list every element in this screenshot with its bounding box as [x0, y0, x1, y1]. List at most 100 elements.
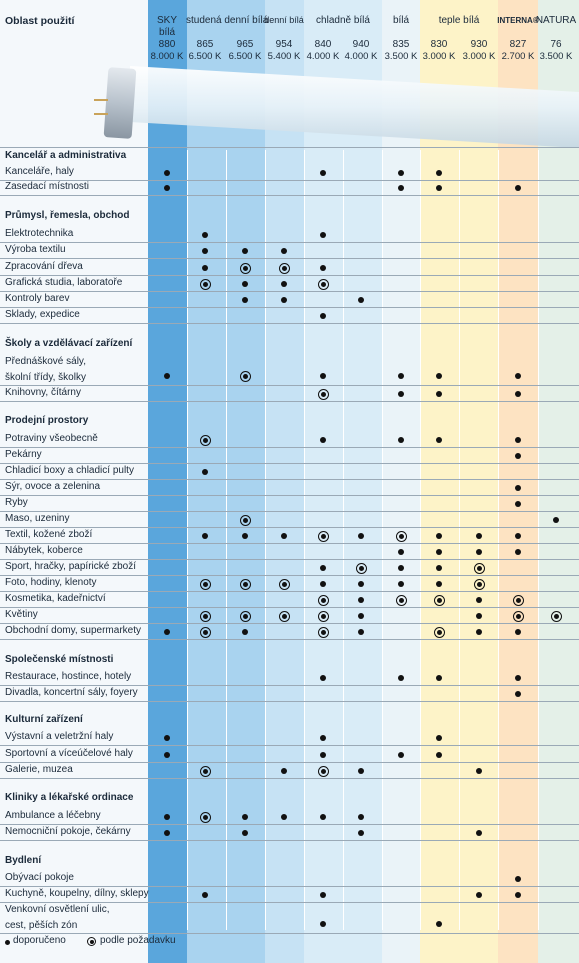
section-heading: Společenské místnosti	[5, 654, 114, 665]
row-divider	[0, 933, 579, 934]
band-sky	[148, 0, 187, 963]
row-divider	[0, 623, 579, 624]
band-daylight	[265, 0, 304, 963]
recommended-mark	[436, 921, 442, 927]
legend-recommended-dot	[5, 940, 10, 945]
recommended-mark	[398, 581, 404, 587]
recommended-mark	[398, 391, 404, 397]
column-temperature: 5.400 K	[267, 51, 301, 62]
row-label: Nemocniční pokoje, čekárny	[5, 826, 131, 837]
column-group-label: studená denní bílá	[186, 15, 269, 26]
row-label: Foto, hodiny, klenoty	[5, 577, 97, 588]
recommended-mark	[436, 549, 442, 555]
row-divider	[0, 762, 579, 763]
row-label: Kontroly barev	[5, 293, 70, 304]
row-divider	[0, 511, 579, 512]
on-request-mark	[199, 578, 211, 590]
fluorescent-tube-image	[94, 66, 579, 148]
legend-on-request-label: podle požadavku	[100, 935, 176, 946]
on-request-mark	[317, 594, 329, 606]
row-divider	[0, 291, 579, 292]
row-divider	[0, 275, 579, 276]
recommended-mark	[398, 437, 404, 443]
recommended-mark	[164, 373, 170, 379]
column-temperature: 6.500 K	[228, 51, 262, 62]
row-label: Výstavní a veletržní haly	[5, 731, 114, 742]
on-request-mark	[473, 562, 485, 574]
on-request-mark	[473, 578, 485, 590]
row-label: Sport, hračky, papírické zboží	[5, 561, 136, 572]
row-divider	[0, 527, 579, 528]
recommended-mark	[358, 768, 364, 774]
row-label: Ambulance a léčebny	[5, 810, 101, 821]
recommended-mark	[436, 565, 442, 571]
column-temperature: 4.000 K	[344, 51, 378, 62]
on-request-mark	[278, 578, 290, 590]
row-divider	[0, 495, 579, 496]
recommended-mark	[515, 453, 521, 459]
row-divider	[0, 902, 579, 903]
column-code: 840	[314, 39, 332, 50]
recommended-mark	[398, 185, 404, 191]
recommended-mark	[515, 373, 521, 379]
row-divider	[0, 559, 579, 560]
on-request-mark	[395, 530, 407, 542]
column-separator	[420, 150, 421, 930]
row-divider	[0, 543, 579, 544]
row-label: Potraviny všeobecně	[5, 433, 98, 444]
recommended-mark	[202, 469, 208, 475]
row-label: Kuchyně, koupelny, dílny, sklepy	[5, 888, 149, 899]
recommended-mark	[202, 533, 208, 539]
recommended-mark	[436, 675, 442, 681]
row-label: Nábytek, koberce	[5, 545, 83, 556]
row-divider	[0, 685, 579, 686]
column-group-label: NATURA	[535, 15, 577, 26]
on-request-mark	[199, 278, 211, 290]
section-heading: Školy a vzdělávací zařízení	[5, 338, 133, 349]
recommended-mark	[476, 549, 482, 555]
on-request-mark	[239, 262, 251, 274]
row-divider	[0, 639, 579, 640]
recommended-mark	[358, 629, 364, 635]
row-label: Květiny	[5, 609, 38, 620]
section-heading: Průmysl, řemesla, obchod	[5, 210, 130, 221]
recommended-mark	[164, 735, 170, 741]
row-divider	[0, 745, 579, 746]
row-divider	[0, 385, 579, 386]
on-request-mark	[550, 610, 562, 622]
recommended-mark	[164, 830, 170, 836]
recommended-mark	[202, 892, 208, 898]
recommended-mark	[436, 752, 442, 758]
recommended-mark	[515, 892, 521, 898]
row-divider	[0, 479, 579, 480]
section-heading: Prodejní prostory	[5, 415, 89, 426]
section-heading: Kancelář a administrativa	[5, 150, 127, 161]
on-request-mark	[239, 610, 251, 622]
recommended-mark	[358, 830, 364, 836]
row-divider	[0, 575, 579, 576]
recommended-mark	[320, 373, 326, 379]
recommended-mark	[281, 533, 287, 539]
recommended-mark	[281, 297, 287, 303]
column-separator	[382, 150, 383, 930]
row-divider	[0, 591, 579, 592]
recommended-mark	[320, 313, 326, 319]
column-code: 940	[352, 39, 370, 50]
recommended-mark	[358, 597, 364, 603]
on-request-mark	[317, 388, 329, 400]
recommended-mark	[436, 170, 442, 176]
row-divider	[0, 258, 579, 259]
row-divider	[0, 447, 579, 448]
column-code: 865	[196, 39, 214, 50]
on-request-mark	[433, 626, 445, 638]
recommended-mark	[164, 814, 170, 820]
recommended-mark	[320, 752, 326, 758]
on-request-mark	[433, 594, 445, 606]
band-natura	[538, 0, 579, 963]
recommended-mark	[515, 876, 521, 882]
recommended-mark	[320, 565, 326, 571]
recommended-mark	[398, 373, 404, 379]
row-divider	[0, 195, 579, 196]
recommended-mark	[320, 921, 326, 927]
